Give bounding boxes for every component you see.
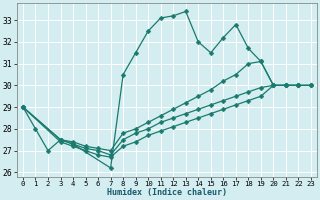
X-axis label: Humidex (Indice chaleur): Humidex (Indice chaleur)	[107, 188, 227, 197]
